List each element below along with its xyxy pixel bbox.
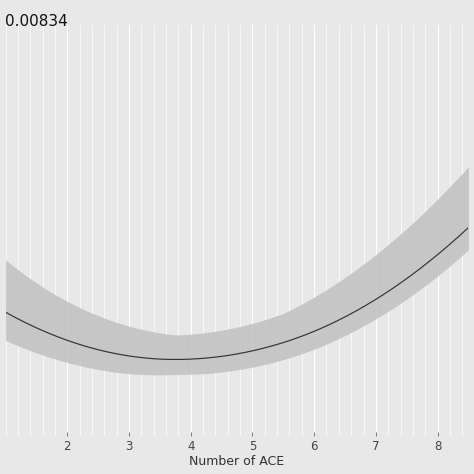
Text: 0.00834: 0.00834 bbox=[5, 14, 67, 29]
X-axis label: Number of ACE: Number of ACE bbox=[190, 456, 284, 468]
